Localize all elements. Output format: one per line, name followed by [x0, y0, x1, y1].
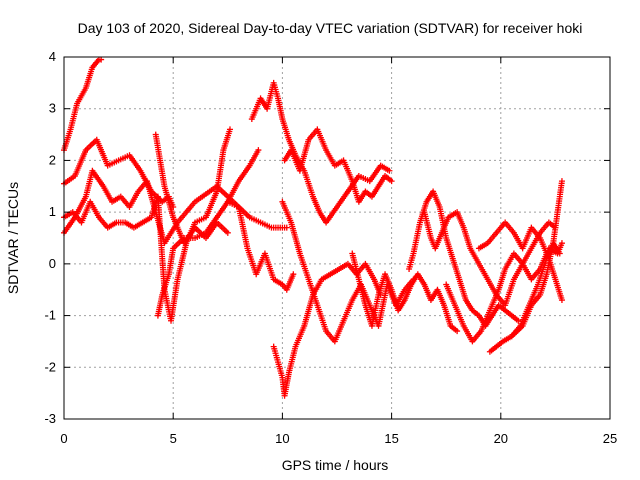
y-tick-label: 4 — [49, 49, 56, 64]
data-point-plus — [255, 147, 262, 154]
data-point-plus — [98, 56, 105, 63]
x-tick-label: 20 — [494, 431, 508, 446]
data-point-plus — [558, 240, 565, 247]
series-track-m — [406, 188, 522, 329]
data-marks — [61, 56, 565, 399]
data-point-plus — [386, 167, 393, 174]
series-track-d — [61, 126, 233, 324]
axis-ticks — [63, 56, 611, 420]
y-tick-labels: -3 -2 -1 0 1 2 3 4 — [44, 49, 56, 426]
x-axis-label: GPS time / hours — [282, 457, 389, 473]
data-point-plus — [226, 126, 233, 133]
x-tick-label: 10 — [275, 431, 289, 446]
series-track-k — [279, 198, 417, 345]
series-track-c — [61, 167, 290, 247]
series-track-h — [224, 198, 297, 293]
data-point-plus — [290, 271, 297, 278]
y-tick-label: 0 — [49, 256, 56, 271]
x-tick-label: 5 — [170, 431, 177, 446]
y-tick-label: -2 — [44, 359, 56, 374]
x-tick-labels: 0 5 10 15 20 25 — [60, 431, 617, 446]
data-point-plus — [283, 224, 290, 231]
plot-frame — [63, 56, 611, 420]
chart-title: Day 103 of 2020, Sidereal Day-to-day VTE… — [78, 20, 583, 36]
data-point-plus — [454, 328, 461, 335]
series-track-g — [248, 79, 393, 226]
x-tick-label: 15 — [384, 431, 398, 446]
y-tick-label: -3 — [44, 411, 56, 426]
y-tick-label: 3 — [49, 101, 56, 116]
series-track-j — [281, 126, 395, 205]
data-point-plus — [558, 178, 565, 185]
y-tick-label: -1 — [44, 308, 56, 323]
data-point-plus — [388, 178, 395, 185]
y-tick-label: 2 — [49, 152, 56, 167]
x-tick-label: 25 — [603, 431, 617, 446]
series-track-p — [475, 219, 565, 304]
series-track-e — [154, 147, 262, 319]
data-point-plus — [558, 297, 565, 304]
x-tick-label: 0 — [60, 431, 67, 446]
series-track-l — [349, 250, 461, 335]
series-track-a — [61, 56, 105, 154]
series-track-r — [443, 240, 565, 345]
data-point-plus — [224, 229, 231, 236]
data-point-plus — [515, 317, 522, 324]
y-tick-label: 1 — [49, 204, 56, 219]
y-axis-label: SDTVAR / TECUs — [5, 182, 21, 294]
series-track-f — [152, 131, 231, 247]
